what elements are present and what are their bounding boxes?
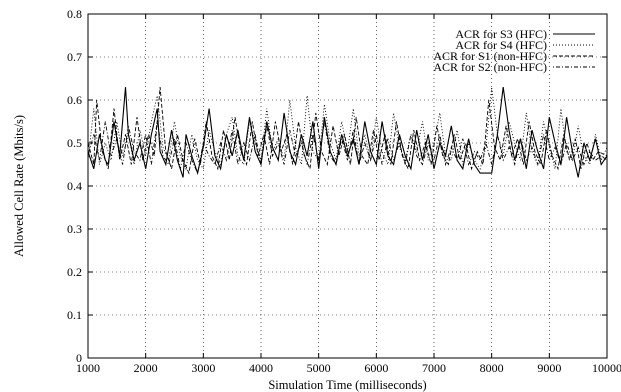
y-tick-label: 0.3 — [67, 222, 82, 236]
x-tick-label: 10000 — [592, 361, 621, 375]
series-line-4 — [87, 121, 608, 175]
y-tick-label: 0 — [76, 351, 82, 365]
series-line-1 — [87, 87, 608, 178]
y-tick-label: 0.4 — [67, 179, 82, 193]
series-line-3 — [87, 87, 608, 175]
x-tick-label: 1000 — [76, 361, 100, 375]
legend-label: ACR for S4 (HFC) — [455, 38, 547, 52]
x-tick-label: 6000 — [364, 361, 388, 375]
y-tick-label: 0.6 — [67, 93, 82, 107]
series-lines — [87, 87, 608, 178]
x-tick-label: 8000 — [480, 361, 504, 375]
y-tick-label: 0.1 — [67, 308, 82, 322]
y-axis-label: Allowed Cell Rate (Mbits/s) — [12, 115, 26, 257]
x-tick-label: 4000 — [249, 361, 273, 375]
x-tick-label: 2000 — [134, 361, 158, 375]
grid — [88, 14, 607, 358]
legend: ACR for S3 (HFC)ACR for S4 (HFC)ACR for … — [433, 27, 595, 74]
legend-label: ACR for S1 (non-HFC) — [433, 49, 547, 63]
legend-label: ACR for S3 (HFC) — [455, 27, 547, 41]
x-axis-label: Simulation Time (milliseconds) — [268, 378, 426, 392]
ticks: 0 0.1 0.2 0.3 0.4 0.5 0.6 0.7 0.8 1000 2000 3000 400… — [67, 7, 621, 375]
y-tick-label: 0.2 — [67, 265, 82, 279]
x-tick-label: 5000 — [307, 361, 331, 375]
x-tick-label: 7000 — [422, 361, 446, 375]
x-tick-label: 3000 — [191, 361, 215, 375]
y-tick-label: 0.7 — [67, 50, 82, 64]
y-tick-label: 0.8 — [67, 7, 82, 21]
legend-label: ACR for S2 (non-HFC) — [433, 60, 547, 74]
x-tick-label: 9000 — [537, 361, 561, 375]
y-tick-label: 0.5 — [67, 136, 82, 150]
